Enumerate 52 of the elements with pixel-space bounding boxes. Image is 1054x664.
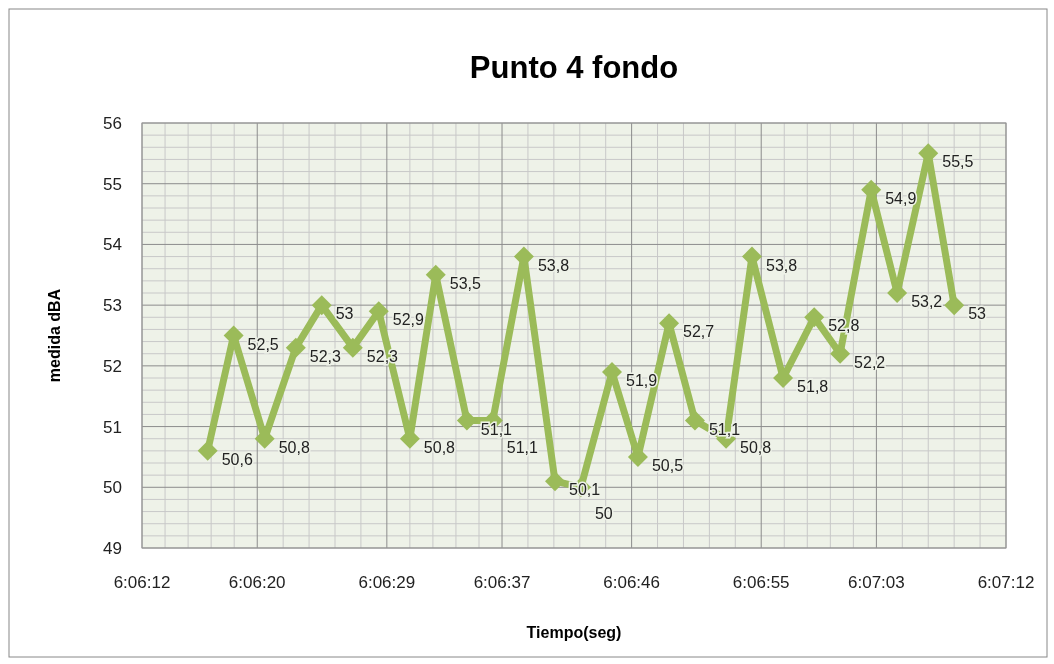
x-tick-label: 6:06:12 xyxy=(113,573,171,592)
point xyxy=(197,440,218,461)
point xyxy=(684,410,705,431)
point xyxy=(311,295,332,316)
y-tick-label: 56 xyxy=(103,113,122,133)
y-tick-label: 50 xyxy=(103,478,122,498)
data-label: 51,8 xyxy=(797,378,829,395)
y-tick-label: 49 xyxy=(103,538,122,558)
data-label: 52,2 xyxy=(854,353,886,371)
data-label: 50 xyxy=(594,505,613,523)
data-label: 50,1 xyxy=(569,481,601,499)
data-label: 52,5 xyxy=(247,335,279,353)
data-label: 52,3 xyxy=(309,347,342,365)
data-label: 53,8 xyxy=(765,256,798,274)
point xyxy=(368,301,389,322)
chart-title: Punto 4 fondo xyxy=(469,50,679,85)
data-label: 54,9 xyxy=(885,189,917,207)
y-axis-title: medida dBA xyxy=(46,288,63,383)
data-label: 53 xyxy=(968,305,987,323)
data-label: 53,2 xyxy=(911,293,943,310)
data-label: 50,8 xyxy=(423,438,456,456)
data-label: 53 xyxy=(335,305,354,323)
y-tick-label: 55 xyxy=(103,174,122,194)
point xyxy=(342,337,363,358)
x-tick-label: 6:07:03 xyxy=(848,573,905,592)
x-tick-label: 6:06:29 xyxy=(358,573,416,592)
y-tick-label: 54 xyxy=(103,235,122,255)
point xyxy=(804,307,825,328)
data-label: 50,8 xyxy=(740,438,772,456)
data-label: 50,6 xyxy=(221,450,253,468)
x-tick-label: 6:06:55 xyxy=(732,573,790,592)
x-axis-title: Tiempo(seg) xyxy=(526,624,622,641)
y-tick-label: 51 xyxy=(103,417,122,437)
point xyxy=(545,471,565,492)
point xyxy=(944,295,965,316)
data-label: 51,1 xyxy=(480,420,513,438)
data-label: 53,5 xyxy=(449,274,482,292)
y-tick-label: 53 xyxy=(103,296,122,316)
y-tick-label: 52 xyxy=(103,356,122,376)
data-label: 52,9 xyxy=(392,311,424,329)
data-label: 50,8 xyxy=(278,438,310,456)
x-tick-label: 6:06:37 xyxy=(473,573,531,592)
x-tick-label: 6:06:46 xyxy=(603,573,660,592)
data-label: 55,5 xyxy=(942,153,974,171)
data-label: 52,7 xyxy=(683,323,715,341)
point xyxy=(285,337,306,358)
data-label: 50,5 xyxy=(651,456,684,474)
x-tick-label: 6:07:12 xyxy=(977,573,1035,592)
x-tick-label: 6:06:20 xyxy=(228,573,286,592)
data-label: 53,8 xyxy=(537,256,570,274)
point xyxy=(456,410,477,431)
data-label: 51,1 xyxy=(506,438,539,456)
